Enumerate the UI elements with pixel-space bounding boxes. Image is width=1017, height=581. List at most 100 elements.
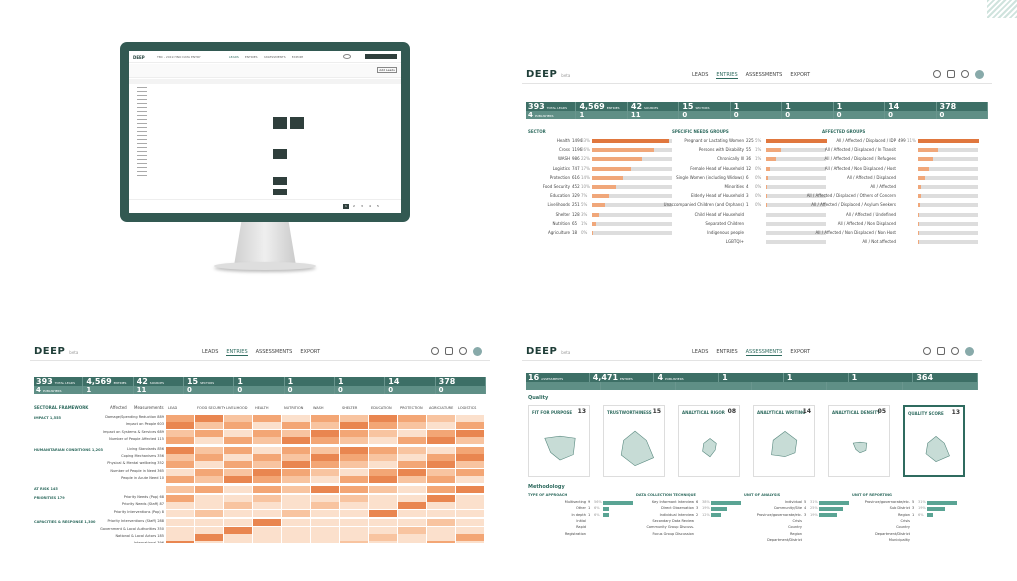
- quality-card[interactable]: ANALYTICAL DENSITY 05: [828, 405, 890, 477]
- matrix-cell[interactable]: [427, 541, 455, 543]
- toggle-affected[interactable]: Affected: [110, 405, 127, 410]
- matrix-cell[interactable]: [311, 476, 339, 484]
- matrix-cell[interactable]: [398, 495, 426, 502]
- avatar[interactable]: [473, 347, 482, 356]
- matrix-cell[interactable]: [195, 526, 223, 534]
- matrix-cell[interactable]: [195, 519, 223, 527]
- matrix-row-label[interactable]: Priority Interventions (Pop) 8: [113, 509, 164, 514]
- section-row-bar[interactable]: [766, 185, 768, 189]
- matrix-row-label[interactable]: Priority Needs (Pop) 68: [123, 495, 164, 499]
- matrix-cell[interactable]: [398, 541, 426, 543]
- section-row-label[interactable]: All / Affected / Displaced / IDP: [836, 138, 896, 143]
- matrix-cell[interactable]: [427, 422, 455, 430]
- matrix-cell[interactable]: [456, 476, 484, 484]
- monitor-add-leads-button[interactable]: Add Leads: [377, 67, 397, 73]
- matrix-cell[interactable]: [282, 509, 310, 517]
- matrix-cell[interactable]: [311, 461, 339, 469]
- matrix-cell[interactable]: [369, 526, 397, 534]
- matrix-cell[interactable]: [195, 446, 223, 454]
- pager-page-5[interactable]: 5: [377, 204, 379, 208]
- help-icon[interactable]: [343, 54, 351, 59]
- matrix-column-header[interactable]: SHELTER: [342, 406, 358, 410]
- method-row-label[interactable]: Focus Group Discussion: [652, 531, 695, 536]
- matrix-cell[interactable]: [311, 454, 339, 461]
- matrix-cell[interactable]: [340, 429, 368, 437]
- matrix-cell[interactable]: [369, 509, 397, 517]
- matrix-cell[interactable]: [456, 437, 484, 445]
- matrix-row-label[interactable]: Coping Mechanisms 356: [121, 454, 164, 458]
- matrix-column-header[interactable]: LEAD: [168, 406, 178, 410]
- matrix-cell[interactable]: [340, 534, 368, 541]
- matrix-cell[interactable]: [456, 461, 484, 469]
- matrix-row-label[interactable]: Priority Needs (Staff) 87: [121, 502, 164, 507]
- matrix-cell[interactable]: [369, 534, 397, 541]
- matrix-cell[interactable]: [253, 476, 281, 484]
- section-row-bar[interactable]: [918, 148, 938, 153]
- matrix-cell[interactable]: [195, 468, 223, 476]
- menu-export[interactable]: EXPORT: [300, 349, 321, 355]
- matrix-cell[interactable]: [224, 519, 252, 527]
- section-row-label[interactable]: LGBTQI+: [725, 239, 744, 245]
- matrix-cell[interactable]: [253, 495, 281, 502]
- method-row-bar[interactable]: [819, 500, 849, 505]
- method-row-label[interactable]: Key Informant Interview: [652, 500, 694, 504]
- method-row-label[interactable]: Province/governorate/etc.: [756, 512, 802, 517]
- matrix-column-header[interactable]: EDUCATION: [371, 406, 392, 410]
- matrix-cell[interactable]: [369, 415, 397, 422]
- matrix-cell[interactable]: [224, 534, 252, 541]
- monitor-menu-entries[interactable]: ENTRIES: [244, 55, 258, 59]
- matrix-cell[interactable]: [398, 526, 426, 534]
- matrix-cell[interactable]: [456, 502, 484, 510]
- matrix-cell[interactable]: [427, 509, 455, 517]
- matrix-cell[interactable]: [282, 429, 310, 437]
- section-row-label[interactable]: Pregnant or Lactating Women: [684, 138, 744, 143]
- quality-card[interactable]: FIT FOR PURPOSE 13: [528, 405, 590, 477]
- section-row-bar[interactable]: [766, 139, 827, 143]
- matrix-cell[interactable]: [253, 509, 281, 517]
- matrix-cell[interactable]: [195, 509, 223, 517]
- matrix-cell[interactable]: [398, 429, 426, 437]
- matrix-cell[interactable]: [224, 502, 252, 510]
- method-row-label[interactable]: Community/Site: [773, 506, 802, 511]
- pager-page-3[interactable]: 3: [361, 204, 363, 208]
- section-row-label[interactable]: All / Affected / Displaced / Refugees: [824, 156, 896, 162]
- section-row-bar[interactable]: [592, 166, 632, 171]
- matrix-cell[interactable]: [282, 485, 310, 493]
- matrix-cell[interactable]: [311, 502, 339, 510]
- method-row-bar[interactable]: [819, 506, 843, 511]
- section-row-bar[interactable]: [766, 194, 768, 199]
- matrix-cell[interactable]: [427, 437, 455, 445]
- matrix-cell[interactable]: [456, 429, 484, 437]
- matrix-column-header[interactable]: AGRICULTURE: [429, 406, 454, 410]
- matrix-cell[interactable]: [224, 509, 252, 517]
- method-row-label[interactable]: Registration: [564, 531, 586, 536]
- matrix-cell[interactable]: [311, 415, 339, 422]
- section-row-label[interactable]: All / Affected: [870, 184, 896, 189]
- method-row-label[interactable]: Municipality: [888, 537, 910, 542]
- section-row-label[interactable]: All / Affected / Displaced: [846, 174, 896, 180]
- matrix-row-label[interactable]: Government & Local Authorities 350: [100, 526, 164, 531]
- section-row-label[interactable]: Child Head of Household: [694, 211, 744, 217]
- matrix-cell[interactable]: [282, 422, 310, 430]
- matrix-cell[interactable]: [224, 454, 252, 461]
- matrix-cell[interactable]: [166, 502, 194, 510]
- matrix-cell[interactable]: [456, 495, 484, 502]
- matrix-cell[interactable]: [166, 422, 194, 430]
- matrix-cell[interactable]: [282, 437, 310, 445]
- section-row-label[interactable]: Protection: [549, 174, 570, 180]
- method-row-label[interactable]: Country: [788, 525, 802, 530]
- matrix-cell[interactable]: [282, 495, 310, 502]
- section-row-label[interactable]: Separated Children: [705, 220, 744, 226]
- matrix-cell[interactable]: [195, 429, 223, 437]
- monitor-menu-export[interactable]: EXPORT: [291, 55, 304, 59]
- matrix-column-header[interactable]: PROTECTION: [400, 406, 423, 410]
- matrix-cell[interactable]: [282, 415, 310, 422]
- matrix-cell[interactable]: [282, 534, 310, 541]
- matrix-cell[interactable]: [224, 468, 252, 476]
- matrix-cell[interactable]: [282, 454, 310, 461]
- matrix-cell[interactable]: [427, 429, 455, 437]
- matrix-cell[interactable]: [311, 495, 339, 502]
- matrix-cell[interactable]: [166, 519, 194, 527]
- section-row-label[interactable]: Single Women (including Widows): [676, 174, 744, 180]
- method-row-label[interactable]: Multisecting: [564, 500, 586, 504]
